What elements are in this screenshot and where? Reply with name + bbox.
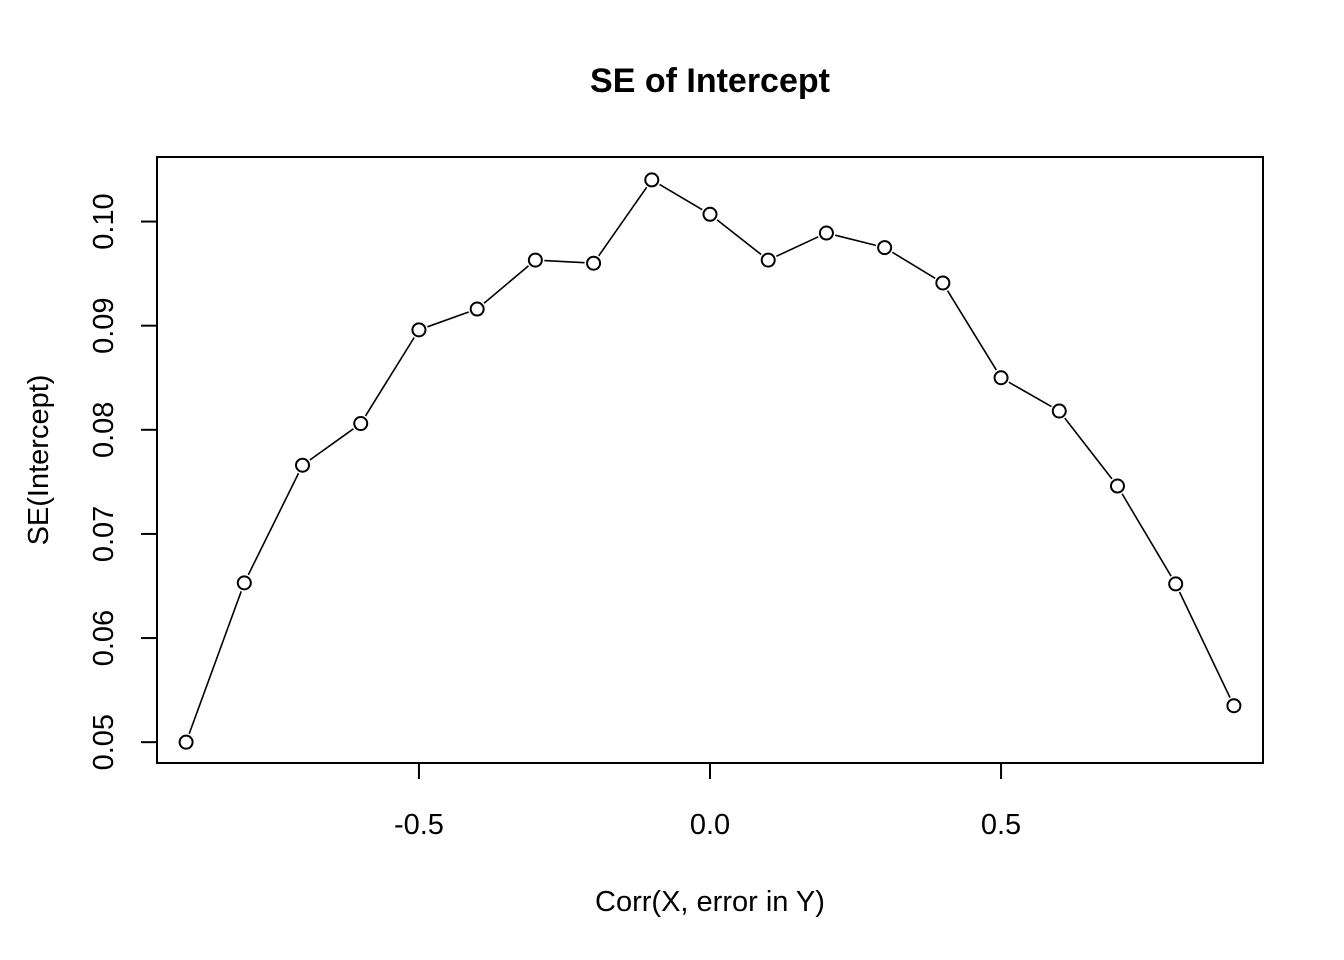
series-segment	[834, 234, 877, 247]
data-point	[236, 575, 252, 591]
series-segment	[1178, 591, 1231, 698]
series-segment	[1008, 381, 1052, 408]
series-line	[188, 183, 1231, 734]
series-segment	[1121, 493, 1172, 577]
series-segment	[364, 337, 415, 417]
data-point	[1051, 403, 1067, 419]
series-segment	[483, 265, 529, 304]
data-point	[760, 252, 776, 268]
x-tick-label: 0.0	[690, 809, 730, 841]
y-tick-label: 0.06	[88, 610, 120, 666]
data-point	[702, 206, 718, 222]
data-point	[1168, 576, 1184, 592]
x-axis-label: Corr(X, error in Y)	[595, 886, 825, 918]
series-segment	[716, 219, 762, 256]
data-point	[295, 457, 311, 473]
x-tick-label: -0.5	[394, 809, 444, 841]
series-segment	[309, 428, 354, 461]
data-point	[353, 416, 369, 432]
data-point	[586, 255, 602, 271]
series-points	[178, 172, 1242, 750]
series-segment	[946, 290, 998, 371]
y-tick-label: 0.05	[88, 714, 120, 770]
x-tick-label: 0.5	[981, 809, 1021, 841]
data-point	[1226, 698, 1242, 714]
data-point	[178, 734, 194, 750]
y-axis-label: SE(Intercept)	[23, 375, 55, 546]
y-tick-label: 0.08	[88, 402, 120, 458]
y-tick-label: 0.10	[88, 193, 120, 249]
chart-title: SE of Intercept	[590, 62, 830, 100]
series-segment	[776, 236, 819, 258]
series-segment	[247, 472, 300, 576]
series-segment	[188, 591, 242, 734]
series-segment	[544, 259, 585, 264]
data-point	[935, 275, 951, 291]
series-segment	[1064, 417, 1113, 480]
series-segment	[659, 183, 703, 211]
y-axis: 0.05 0.06 0.07 0.08 0.09 0.10	[88, 193, 157, 770]
series-segment	[427, 311, 469, 328]
data-point	[411, 322, 427, 338]
series-segment	[891, 251, 936, 279]
data-point	[993, 370, 1009, 386]
data-point	[469, 301, 485, 317]
data-point	[527, 252, 543, 268]
y-tick-label: 0.07	[88, 506, 120, 562]
x-axis: -0.5 0.0 0.5	[394, 763, 1021, 841]
y-tick-label: 0.09	[88, 297, 120, 353]
data-point	[644, 172, 660, 188]
data-point	[1109, 478, 1125, 494]
series-segment	[598, 186, 648, 257]
data-point	[877, 240, 893, 256]
data-point	[818, 225, 834, 241]
